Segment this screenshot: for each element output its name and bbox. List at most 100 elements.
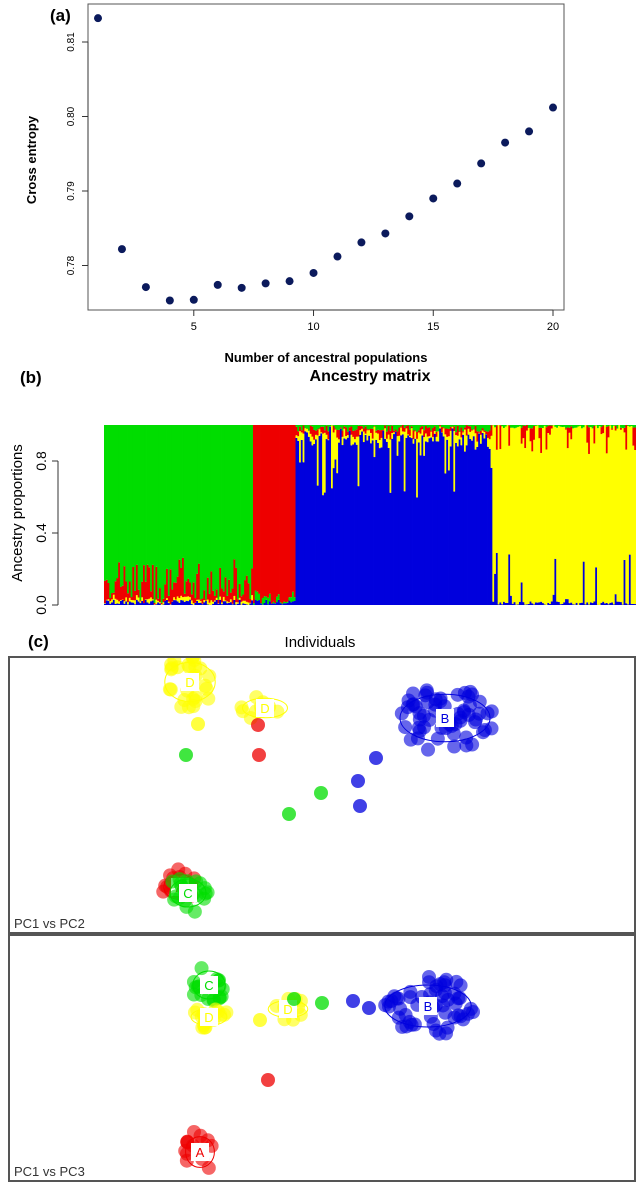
data-point xyxy=(142,283,150,291)
data-point xyxy=(417,720,431,734)
cluster-c: C xyxy=(165,872,214,919)
data-point xyxy=(405,1018,419,1032)
y-tick-label: 0.81 xyxy=(66,32,77,52)
cluster-label: D xyxy=(185,675,194,690)
x-axis: 5 10 15 20 xyxy=(191,310,559,333)
y-axis: 0.78 0.79 0.80 0.81 xyxy=(66,32,88,275)
chart-title: Individuals xyxy=(230,634,410,651)
chart-title: Ancestry matrix xyxy=(104,368,636,386)
cluster-label: B xyxy=(441,711,450,726)
data-point xyxy=(202,1161,216,1175)
data-point xyxy=(118,245,126,253)
cluster-label: B xyxy=(424,999,433,1014)
cluster-c: C xyxy=(187,961,230,1007)
y-tick-label: 0.0 xyxy=(33,595,49,615)
data-point xyxy=(191,717,205,731)
data-point xyxy=(187,975,201,989)
cluster-a: A xyxy=(178,1125,218,1175)
data-point xyxy=(447,727,461,741)
data-point xyxy=(351,774,365,788)
x-tick-label: 15 xyxy=(427,321,439,333)
data-point xyxy=(438,1006,452,1020)
data-point xyxy=(94,14,102,22)
data-point xyxy=(485,721,499,735)
data-point xyxy=(421,743,435,757)
cluster-label: C xyxy=(183,886,192,901)
data-point xyxy=(253,1013,267,1027)
data-point xyxy=(174,700,188,714)
data-point xyxy=(282,807,296,821)
data-point xyxy=(179,748,193,762)
data-point xyxy=(166,297,174,305)
data-point xyxy=(200,682,214,696)
cluster-label: D xyxy=(204,1010,213,1025)
data-point xyxy=(381,229,389,237)
x-tick-label: 5 xyxy=(191,321,197,333)
y-axis-label: Ancestry proportions xyxy=(9,444,26,582)
cluster-label: D xyxy=(260,701,269,716)
y-axis-label: Cross entropy xyxy=(24,115,39,204)
pca-scatter-pc1-pc2: DDBAC xyxy=(10,658,636,936)
data-point xyxy=(251,718,265,732)
cluster-b: B xyxy=(378,970,480,1041)
data-point xyxy=(439,1026,453,1040)
panel-label-b: (b) xyxy=(20,368,42,388)
cluster-d: D xyxy=(188,1002,233,1034)
pca-subplot-pc1-pc2: DDBAC PC1 vs PC2 xyxy=(8,656,636,934)
data-point xyxy=(287,992,301,1006)
cluster-label: C xyxy=(204,978,213,993)
x-axis-label: Number of ancestral populations xyxy=(225,350,428,365)
data-point xyxy=(369,751,383,765)
data-point xyxy=(346,994,360,1008)
cluster-b: B xyxy=(395,683,499,756)
data-point xyxy=(477,159,485,167)
x-tick-label: 10 xyxy=(307,321,319,333)
data-point xyxy=(238,284,246,292)
data-point xyxy=(310,269,318,277)
y-tick-label: 0.8 xyxy=(33,451,49,471)
y-axis: 0.0 0.4 0.8 xyxy=(33,451,58,615)
cluster-d: D xyxy=(163,658,216,714)
ancestry-matrix-chart: 0.0 0.4 0.8 Ancestry proportions xyxy=(0,395,636,625)
data-point xyxy=(353,799,367,813)
y-tick-label: 0.80 xyxy=(66,106,77,126)
panel-label-c: (c) xyxy=(28,632,49,652)
data-point xyxy=(525,127,533,135)
subplot-label: PC1 vs PC2 xyxy=(14,916,85,931)
y-tick-label: 0.79 xyxy=(66,181,77,201)
data-points xyxy=(94,14,557,304)
data-point xyxy=(314,786,328,800)
data-point xyxy=(286,277,294,285)
y-tick-label: 0.78 xyxy=(66,255,77,275)
data-point xyxy=(262,279,270,287)
data-point xyxy=(429,194,437,202)
data-point xyxy=(453,180,461,188)
data-point xyxy=(261,1073,275,1087)
data-point xyxy=(501,139,509,147)
data-point xyxy=(468,715,482,729)
data-point xyxy=(186,692,200,706)
data-point xyxy=(449,997,463,1011)
data-point xyxy=(404,733,418,747)
cross-entropy-chart: 5 10 15 20 0.78 0.79 0.80 0.81 Number of ances… xyxy=(0,0,636,370)
data-point xyxy=(252,748,266,762)
data-point xyxy=(357,238,365,246)
plot-frame xyxy=(88,4,564,310)
data-point xyxy=(333,253,341,261)
data-point xyxy=(405,212,413,220)
data-point xyxy=(194,1129,208,1143)
x-tick-label: 20 xyxy=(547,321,559,333)
data-point xyxy=(214,281,222,289)
stacked-bars xyxy=(104,425,636,605)
data-point xyxy=(315,996,329,1010)
cluster-label: A xyxy=(196,1145,205,1160)
data-point xyxy=(549,104,557,112)
data-point xyxy=(219,1005,233,1019)
y-tick-label: 0.4 xyxy=(33,523,49,543)
data-point xyxy=(190,296,198,304)
data-point xyxy=(451,1008,465,1022)
subplot-label: PC1 vs PC3 xyxy=(14,1164,85,1179)
data-point xyxy=(438,978,452,992)
